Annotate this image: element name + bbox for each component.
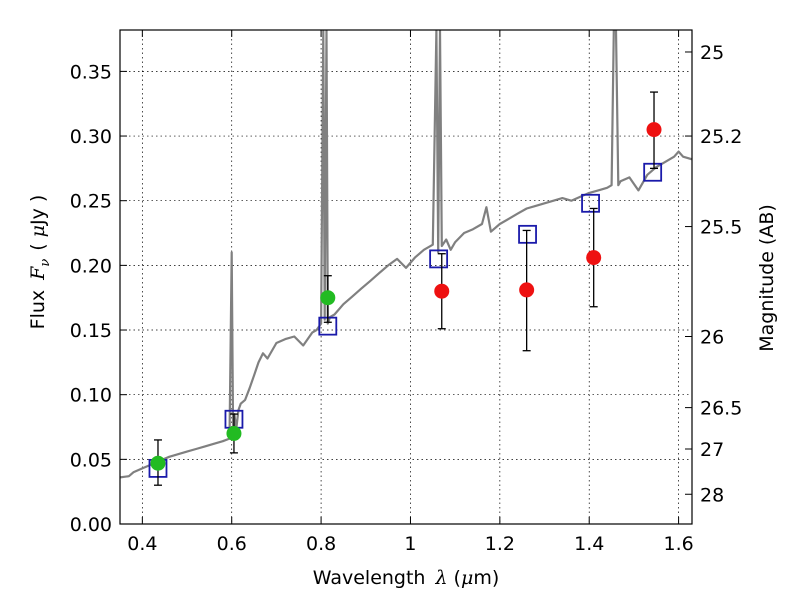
y-tick-label: 0.30 (70, 126, 112, 148)
y2-tick-label: 26.5 (700, 398, 742, 420)
x-axis-label: Wavelength λ (μm) (313, 567, 499, 589)
y2-tick-label: 25 (700, 42, 724, 64)
y-tick-label: 0.25 (70, 191, 112, 213)
x-tick-label: 0.6 (217, 533, 247, 555)
x-tick-label: 0.4 (127, 533, 157, 555)
data-point (586, 250, 602, 266)
y2-tick-label: 25.5 (700, 217, 742, 239)
axis-ticks: 0.4 0.6 0.8 1 1.2 1.4 1.6 0.00 0.05 0.10 0.15 0.20 0… (70, 30, 742, 555)
data-point (519, 282, 535, 298)
y2-tick-label: 28 (700, 484, 724, 506)
y2-tick-label: 27 (700, 439, 724, 461)
data-point (226, 425, 242, 441)
plot-frame (119, 29, 693, 525)
x-tick-label: 0.8 (306, 533, 336, 555)
y2-tick-label: 26 (700, 326, 724, 348)
y2-tick-label: 25.2 (700, 126, 742, 148)
y-axis-label: FluxFν(μJy ) (27, 195, 53, 330)
model-spectrum-line (120, 30, 692, 479)
y-tick-label: 0.15 (70, 320, 112, 342)
data-point (320, 290, 336, 306)
x-tick-label: 1.6 (663, 533, 693, 555)
y-tick-label: 0.00 (70, 514, 112, 536)
data-point (434, 283, 450, 299)
y-tick-label: 0.10 (70, 385, 112, 407)
model-photometry-square (518, 224, 537, 244)
y-tick-label: 0.05 (70, 449, 112, 471)
grid (120, 30, 692, 524)
model-photometry-square (429, 249, 449, 269)
plot-area (120, 30, 692, 486)
y-tick-label: 0.20 (70, 255, 112, 277)
data-point (646, 122, 662, 138)
model-photometry-square (581, 193, 600, 213)
x-tick-label: 1.4 (574, 533, 604, 555)
data-point (150, 455, 166, 471)
y2-axis-label: Magnitude (AB) (756, 204, 778, 352)
x-tick-label: 1 (404, 533, 416, 555)
x-tick-label: 1.2 (485, 533, 515, 555)
model-photometry-square (643, 162, 663, 182)
y-tick-label: 0.35 (70, 61, 112, 83)
